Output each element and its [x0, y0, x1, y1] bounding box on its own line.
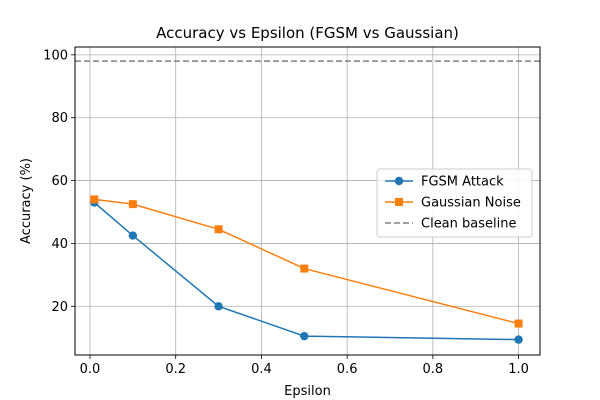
gaussian-noise-point [128, 200, 137, 209]
legend-box [376, 168, 533, 238]
legend-gaussian-noise-marker [395, 198, 403, 206]
legend-fgsm-attack-label: FGSM Attack [421, 175, 504, 190]
x-tick-label: 0.0 [80, 362, 101, 377]
ticks-layer: 0.0 0.2 0.4 0.6 0.8 1.0 20 40 60 80 100 [43, 48, 529, 377]
fgsm-attack-point [128, 231, 138, 240]
x-tick-label: 0.2 [165, 362, 186, 377]
grid-layer [75, 47, 540, 355]
legend-fgsm-attack-marker [394, 176, 404, 186]
y-tick-label: 60 [51, 174, 68, 189]
gaussian-noise-point [514, 319, 523, 328]
fgsm-attack-point [214, 302, 223, 311]
y-tick-label: 80 [51, 111, 68, 126]
x-tick-label: 0.4 [251, 362, 272, 377]
legend: FGSM Attack Gaussian Noise Clean baseline [376, 168, 533, 238]
fgsm-attack-point [514, 335, 523, 344]
x-axis-label: Epsilon [284, 384, 331, 399]
gaussian-noise-point [300, 264, 309, 273]
gaussian-noise-point [214, 225, 223, 234]
series-layer [90, 195, 523, 344]
y-tick-label: 100 [43, 48, 68, 63]
y-tick-label: 20 [51, 300, 68, 315]
x-tick-label: 0.6 [337, 362, 358, 377]
legend-clean-baseline-label: Clean baseline [421, 217, 516, 232]
x-tick-label: 1.0 [508, 362, 529, 377]
y-tick-label: 40 [51, 237, 68, 252]
fgsm-attack-point [300, 331, 309, 341]
chart-title: Accuracy vs Epsilon (FGSM vs Gaussian) [156, 24, 459, 42]
legend-gaussian-noise-label: Gaussian Noise [421, 196, 521, 211]
x-tick-label: 0.8 [423, 362, 444, 377]
plot-frame [74, 46, 541, 356]
gaussian-noise-point [90, 195, 99, 204]
y-axis-label: Accuracy (%) [19, 158, 34, 244]
